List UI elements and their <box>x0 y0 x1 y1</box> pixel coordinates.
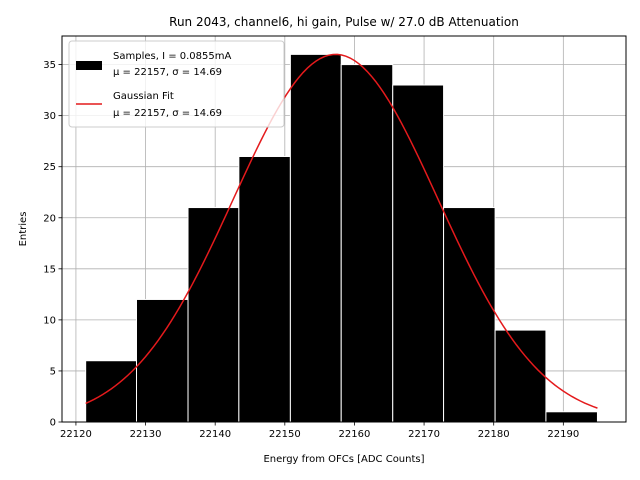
x-tick-label: 22170 <box>408 429 440 440</box>
histogram-bar <box>85 360 138 423</box>
y-tick-label: 5 <box>50 366 56 377</box>
histogram-bar <box>545 411 598 423</box>
y-tick-label: 10 <box>43 315 56 326</box>
gaussian-fit-line <box>85 53 598 409</box>
x-axis-title: Energy from OFCs [ADC Counts] <box>263 454 424 465</box>
y-tick-label: 25 <box>43 162 56 173</box>
histogram-bar <box>289 53 342 423</box>
plot-frame <box>61 35 627 423</box>
y-axis: 0 5 10 15 20 25 30 35 <box>43 60 62 429</box>
chart-title: Run 2043, channel6, hi gain, Pulse w/ 27… <box>169 15 519 29</box>
legend-samples-stats: μ = 22157, σ = 14.69 <box>113 67 222 78</box>
x-tick-label: 22180 <box>478 429 510 440</box>
y-tick-label: 20 <box>43 213 56 224</box>
fit-curve-group <box>85 53 598 409</box>
x-tick-label: 22190 <box>547 429 579 440</box>
x-tick-label: 22140 <box>199 429 231 440</box>
legend-samples-label: Samples, I = 0.0855mA <box>113 51 231 62</box>
y-tick-label: 15 <box>43 264 56 275</box>
legend-fit-label: Gaussian Fit <box>113 91 174 102</box>
histogram-bar <box>187 207 240 423</box>
histogram-bar <box>136 298 189 423</box>
histogram-bar <box>238 155 291 423</box>
legend-fit-stats: μ = 22157, σ = 14.69 <box>113 108 222 119</box>
y-axis-title: Entries <box>18 212 29 247</box>
histogram-bar <box>443 207 496 423</box>
legend-samples-swatch <box>76 61 102 70</box>
y-tick-label: 30 <box>43 111 56 122</box>
legend: Samples, I = 0.0855mA μ = 22157, σ = 14.… <box>68 40 285 128</box>
legend-box <box>68 40 285 128</box>
x-tick-label: 22150 <box>269 429 301 440</box>
histogram-bar <box>392 84 445 423</box>
x-tick-label: 22120 <box>60 429 92 440</box>
y-tick-label: 35 <box>43 60 56 71</box>
x-tick-label: 22160 <box>339 429 371 440</box>
x-axis: 22120 22130 22140 22150 22160 22170 22180 22190 <box>60 422 579 440</box>
histogram-bar <box>340 64 394 423</box>
y-tick-label: 0 <box>50 418 56 429</box>
histogram-bar <box>494 329 547 423</box>
x-tick-label: 22130 <box>130 429 162 440</box>
